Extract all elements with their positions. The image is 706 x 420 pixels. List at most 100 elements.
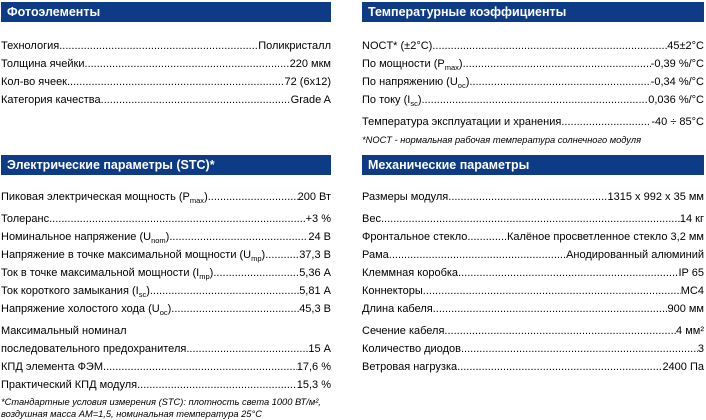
section-header-temperature-coefficients: Температурные коэффициенты: [362, 2, 704, 22]
spec-row: Толеранс +3 %: [1, 210, 331, 228]
spec-value: -40 ÷ 85°C: [651, 116, 704, 128]
spec-label: Ток короткого замыкания (Isc): [1, 285, 150, 300]
spec-value: 220 мкм: [289, 58, 331, 70]
dot-leader: [433, 300, 668, 318]
spec-label: Толщина ячейки: [1, 58, 85, 70]
spec-value: 45±2°C: [667, 40, 704, 52]
spec-label: Фронтальное стекло: [362, 231, 468, 243]
spec-row: Толщина ячейки 220 мкм: [1, 55, 331, 73]
rows-electrical: Пиковая электрическая мощность (Pmax) 200…: [1, 188, 331, 394]
dot-leader: [49, 210, 306, 228]
spec-label-subscript: oc: [159, 308, 168, 318]
spec-label: NOCT* (±2°C): [362, 40, 433, 52]
spec-label: Клеммная коробка: [362, 267, 459, 279]
spec-label-subscript: max: [189, 196, 205, 206]
spec-value: 45,3 В: [299, 303, 331, 315]
spec-value: 37,3 В: [299, 249, 331, 261]
spec-row: Напряжение в точке максимальной мощности…: [1, 246, 331, 264]
spec-row: Размеры модуля 1315 x 992 x 35 мм: [362, 188, 704, 206]
spec-label: Ток в точке максимальной мощности (Imp): [1, 267, 214, 282]
spec-label: Толеранс: [1, 213, 50, 225]
spec-row: Технология Поликристалл: [1, 37, 331, 55]
section-temperature-coefficients: Температурные коэффициенты NOCT* (±2°C) 4…: [362, 2, 704, 146]
spec-row: Ток короткого замыкания (Isc) 5,81 А: [1, 282, 331, 300]
spec-row: Ток в точке максимальной мощности (Imp) 5…: [1, 264, 331, 282]
spec-row: Кол-во ячеек 72 (6x12): [1, 73, 331, 91]
section-photocells: Фотоэлементы Технология Поликристалл Толщи…: [1, 2, 331, 109]
spec-row: Пиковая электрическая мощность (Pmax) 200…: [1, 188, 331, 206]
spec-label: Категория качества: [1, 94, 101, 106]
spec-label-subscript: mp: [199, 272, 210, 282]
dot-leader: [381, 210, 680, 228]
spec-value: 15 А: [308, 343, 331, 355]
spec-value: Поликристалл: [258, 40, 331, 52]
spec-label: Практический КПД модуля: [1, 379, 138, 391]
spec-value: 2400 Па: [662, 361, 704, 373]
datasheet-page: { "page": { "accent_color": "#0d3b86", "…: [0, 0, 706, 408]
dot-leader: [448, 188, 607, 206]
spec-label: Размеры модуля: [362, 191, 449, 203]
spec-value: 1315 x 992 x 35 мм: [607, 191, 704, 203]
spec-row: Напряжение холостого хода (Uoc) 45,3 В: [1, 300, 331, 318]
spec-label-subscript: mp: [251, 254, 262, 264]
spec-label: КПД элемента ФЭМ: [1, 361, 104, 373]
spec-label: Пиковая электрическая мощность (Pmax): [1, 191, 208, 206]
spec-row: Количество диодов 3: [362, 340, 704, 358]
rows-mechanical: Размеры модуля 1315 x 992 x 35 мм Вес 14 кг…: [362, 188, 704, 376]
spec-row: КПД элемента ФЭМ 17,6 %: [1, 358, 331, 376]
spec-row: Вес 14 кг: [362, 210, 704, 228]
spec-row: Температура эксплуатации и хранения -40 …: [362, 113, 704, 131]
spec-row: Категория качества Grade A: [1, 91, 331, 109]
spec-row: Номинальное напряжение (Unom) 24 В: [1, 228, 331, 246]
spec-label: По мощности (Pmax): [362, 58, 463, 73]
dot-leader: [463, 55, 651, 73]
spec-label: Напряжение холостого хода (Uoc): [1, 303, 172, 318]
dot-leader: [101, 91, 291, 109]
spec-label: По напряжению (Uoc): [362, 76, 470, 91]
spec-value: 15,3 %: [296, 379, 331, 391]
dot-leader: [150, 282, 299, 300]
spec-row: По мощности (Pmax) -0,39 %/°C: [362, 55, 704, 73]
spec-row: Сечение кабеля 4 мм²: [362, 322, 704, 340]
spec-value: 3: [697, 343, 704, 355]
spec-label: Ветровая нагрузка: [362, 361, 458, 373]
spec-value: +3 %: [305, 213, 331, 225]
section-electrical-parameters: Электрические параметры (STC)* Пиковая э…: [1, 155, 331, 420]
dot-leader: [137, 376, 297, 394]
spec-value: Анодированный алюминий: [566, 249, 704, 261]
dot-leader: [85, 55, 290, 73]
spec-value: 14 кг: [679, 213, 704, 225]
dot-leader: [444, 322, 676, 340]
spec-row: Рама Анодированный алюминий: [362, 246, 704, 264]
dot-leader: [561, 113, 651, 131]
spec-row: По току (Isc) 0,036 %/°C: [362, 91, 704, 109]
rows-photo: Технология Поликристалл Толщина ячейки 220 …: [1, 37, 331, 109]
spec-label: Температура эксплуатации и хранения: [362, 116, 562, 128]
spec-row: Коннекторы MC4: [362, 282, 704, 300]
dot-leader: [457, 358, 662, 376]
spec-value: 17,6 %: [296, 361, 331, 373]
spec-label-subscript: max: [444, 63, 459, 73]
dot-leader: [265, 246, 299, 264]
dot-leader: [169, 228, 308, 246]
dot-leader: [213, 264, 299, 282]
dot-leader: [59, 37, 258, 55]
spec-value: -0,39 %/°C: [650, 58, 704, 70]
section-header-photocells: Фотоэлементы: [1, 2, 331, 22]
dot-leader: [432, 37, 667, 55]
spec-row: Ветровая нагрузка 2400 Па: [362, 358, 704, 376]
footnote-noct: *NOCT - нормальная рабочая температура с…: [362, 135, 642, 145]
spec-label: Кол-во ячеек: [1, 76, 67, 88]
spec-label: Напряжение в точке максимальной мощности…: [1, 249, 266, 264]
section-mechanical-parameters: Механические параметры Размеры модуля 131…: [362, 155, 704, 376]
rows-temperature: NOCT* (±2°C) 45±2°C По мощности (Pmax) -0,3…: [362, 37, 704, 131]
spec-value: Grade A: [290, 94, 331, 106]
spec-label: Коннекторы: [362, 285, 423, 297]
spec-label: По току (Isc): [362, 94, 422, 109]
spec-label: Номинальное напряжение (Unom): [1, 231, 170, 246]
spec-row: По напряжению (Uoc) -0,34 %/°C: [362, 73, 704, 91]
spec-value: 72 (6x12): [284, 76, 331, 88]
spec-value: 4 мм²: [676, 325, 704, 337]
spec-value: 5,36 А: [299, 267, 331, 279]
spec-row: последовательного предохранителя 15 А: [1, 340, 331, 358]
